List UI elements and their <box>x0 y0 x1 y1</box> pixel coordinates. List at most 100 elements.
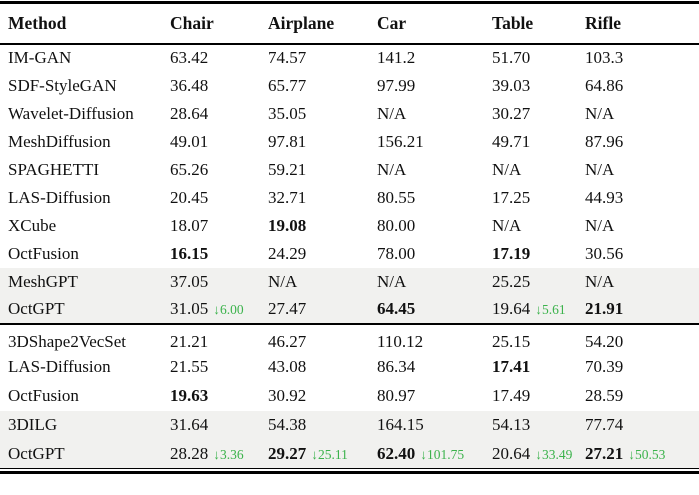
value-cell: 63.42 <box>170 44 268 72</box>
metric-value: 49.01 <box>170 131 209 151</box>
value-cell: 59.21 <box>268 156 377 184</box>
metric-value: N/A <box>377 159 407 179</box>
improvement-delta-badge: ↓5.61 <box>535 302 565 317</box>
value-cell: 54.20 <box>585 324 699 353</box>
metric-value: 65.26 <box>170 159 209 179</box>
value-cell: 80.00 <box>377 212 492 240</box>
value-cell: 19.63 <box>170 382 268 411</box>
table-row: XCube 18.07 19.08 80.00 N/A N/A <box>0 212 699 240</box>
table-row: Wavelet-Diffusion 28.64 35.05 N/A 30.27 N/A <box>0 100 699 128</box>
value-cell: 74.57 <box>268 44 377 72</box>
value-cell: 46.27 <box>268 324 377 353</box>
method-cell: MeshGPT <box>0 267 170 296</box>
metric-value: 77.74 <box>585 415 624 434</box>
metric-value: 35.05 <box>268 103 307 123</box>
delta-value: 101.75 <box>427 446 465 462</box>
value-cell: 97.81 <box>268 128 377 156</box>
value-cell: 110.12 <box>377 324 492 353</box>
method-cell: Wavelet-Diffusion <box>8 103 134 123</box>
down-arrow-icon: ↓ <box>628 446 635 462</box>
method-cell: 3DShape2VecSet <box>8 332 127 351</box>
value-cell: 54.38 <box>268 410 377 440</box>
value-cell: N/A <box>377 267 492 296</box>
value-cell: 28.28 ↓3.36 <box>170 439 268 469</box>
method-cell: OctFusion <box>8 386 79 405</box>
metric-value: 49.71 <box>492 131 531 151</box>
metric-value: 46.27 <box>268 332 307 351</box>
value-cell: 44.93 <box>585 184 699 212</box>
metric-value: N/A <box>585 159 615 179</box>
value-cell: N/A <box>585 156 699 184</box>
delta-value: 3.36 <box>220 446 244 462</box>
metric-value: 17.41 <box>492 357 531 376</box>
value-cell: 64.86 <box>585 72 699 100</box>
value-cell: 20.45 <box>170 184 268 212</box>
value-cell: 65.26 <box>170 156 268 184</box>
value-cell: 28.64 <box>170 100 268 128</box>
delta-value: 33.49 <box>542 446 573 462</box>
value-cell: 21.55 <box>170 353 268 382</box>
value-cell: 62.40 ↓101.75 <box>377 439 492 469</box>
value-cell: 141.2 <box>377 44 492 72</box>
metric-value: 87.96 <box>585 131 624 151</box>
improvement-delta-badge: ↓6.00 <box>213 302 243 317</box>
metric-value: 54.38 <box>268 415 307 434</box>
table-row: LAS-Diffusion 20.45 32.71 80.55 17.25 44.93 <box>0 184 699 212</box>
value-cell: 30.56 <box>585 240 699 268</box>
table-row: OctGPT 28.28 ↓3.36 29.27 ↓25.11 62.40 ↓101.75 2… <box>0 439 699 469</box>
metric-value: 44.93 <box>585 187 624 207</box>
header-cell-car: Car <box>377 2 492 45</box>
value-cell: N/A <box>268 267 377 296</box>
table-row: LAS-Diffusion 21.55 43.08 86.34 17.41 70.39 <box>0 353 699 382</box>
metric-value: 36.48 <box>170 75 209 95</box>
value-cell: N/A <box>492 156 585 184</box>
metric-value: 110.12 <box>377 332 424 351</box>
value-cell: 156.21 <box>377 128 492 156</box>
metric-value: 20.45 <box>170 187 209 207</box>
value-cell: 19.64 ↓5.61 <box>492 295 585 324</box>
value-cell: 24.29 <box>268 240 377 268</box>
value-cell: 17.19 <box>492 240 585 268</box>
metric-value: 63.42 <box>170 48 209 67</box>
delta-value: 6.00 <box>220 302 244 317</box>
metric-value: 27.47 <box>268 299 307 318</box>
table-row: OctFusion 19.63 30.92 80.97 17.49 28.59 <box>0 382 699 411</box>
value-cell: 70.39 <box>585 353 699 382</box>
value-cell: 43.08 <box>268 353 377 382</box>
value-cell: 30.27 <box>492 100 585 128</box>
metric-value: 18.07 <box>170 215 209 235</box>
value-cell: 17.49 <box>492 382 585 411</box>
improvement-delta-badge: ↓101.75 <box>420 447 464 462</box>
value-cell: 35.05 <box>268 100 377 128</box>
metric-value: N/A <box>492 215 522 235</box>
metric-value: 19.63 <box>170 386 209 405</box>
value-cell: 103.3 <box>585 44 699 72</box>
value-cell: 77.74 <box>585 410 699 440</box>
value-cell: 37.05 <box>170 267 268 296</box>
metric-value: 25.15 <box>492 332 531 351</box>
value-cell: 28.59 <box>585 382 699 411</box>
value-cell: 87.96 <box>585 128 699 156</box>
value-cell: 31.05 ↓6.00 <box>170 295 268 324</box>
value-cell: 17.25 <box>492 184 585 212</box>
metric-value: 65.77 <box>268 75 307 95</box>
metric-value: 25.25 <box>492 271 531 291</box>
metric-value: N/A <box>377 103 407 123</box>
value-cell: 19.08 <box>268 212 377 240</box>
metric-value: 51.70 <box>492 48 531 67</box>
value-cell: N/A <box>377 100 492 128</box>
value-cell: 17.41 <box>492 353 585 382</box>
table-row: 3DShape2VecSet 21.21 46.27 110.12 25.15 54.20 <box>0 324 699 353</box>
value-cell: 64.45 <box>377 295 492 324</box>
metric-value: 28.64 <box>170 103 209 123</box>
metric-value: N/A <box>492 159 522 179</box>
metric-value: 28.28 <box>170 443 209 463</box>
metric-value: 78.00 <box>377 243 416 263</box>
value-cell: N/A <box>585 100 699 128</box>
metric-value: 103.3 <box>585 48 624 67</box>
value-cell: 54.13 <box>492 410 585 440</box>
header-cell-airplane: Airplane <box>268 2 377 45</box>
metric-value: 80.55 <box>377 187 416 207</box>
value-cell: 86.34 <box>377 353 492 382</box>
down-arrow-icon: ↓ <box>213 446 220 462</box>
